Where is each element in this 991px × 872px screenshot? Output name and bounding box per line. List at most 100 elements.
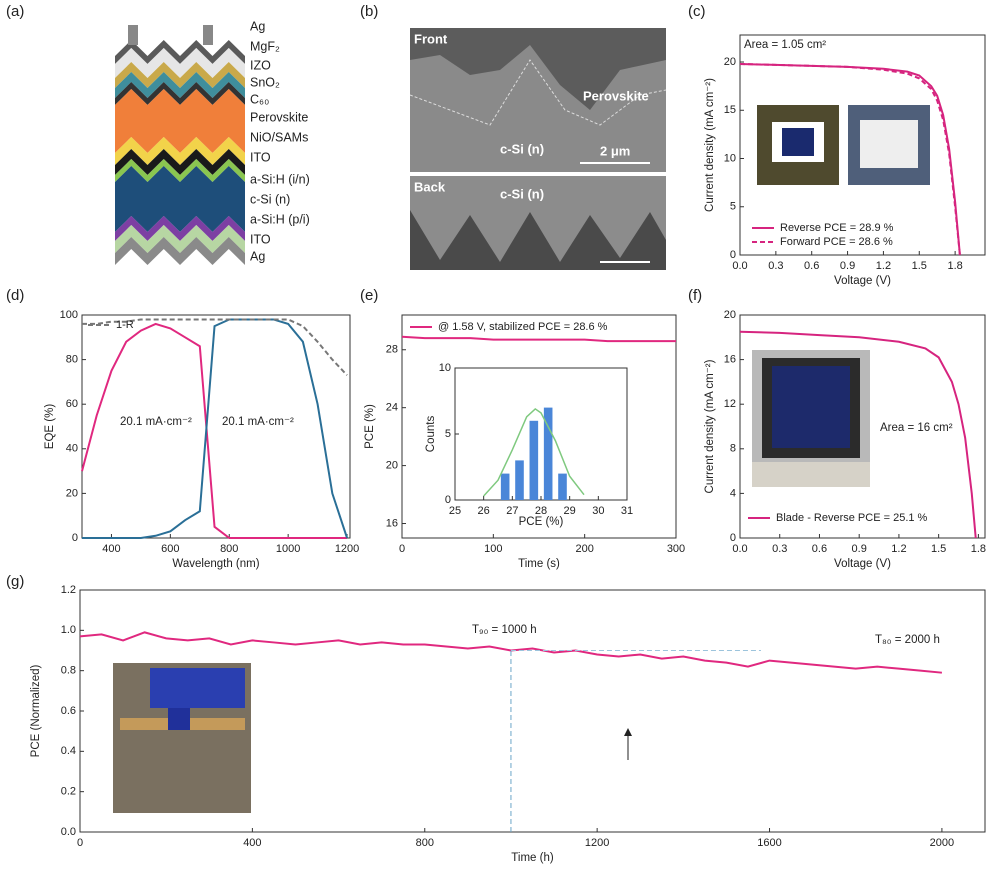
panel-label: (b) bbox=[360, 3, 378, 20]
finger bbox=[203, 25, 213, 45]
y-tick-label: 20 bbox=[724, 309, 736, 321]
x-tick-label: 30 bbox=[592, 505, 604, 517]
x-tick-label: 1.8 bbox=[947, 260, 962, 272]
x-tick-label: 0.0 bbox=[732, 543, 747, 555]
y-axis-label: EQE (%) bbox=[44, 404, 56, 450]
x-tick-label: 800 bbox=[416, 837, 434, 849]
photo-cell bbox=[782, 128, 814, 156]
x-tick-label: 800 bbox=[220, 543, 238, 555]
photo-glove bbox=[150, 668, 245, 708]
y-tick-label: 60 bbox=[66, 398, 78, 410]
layer-label: Ag bbox=[250, 19, 265, 33]
layer-label: SnO₂ bbox=[250, 75, 280, 89]
plot-frame bbox=[455, 368, 627, 500]
x-tick-label: 0.9 bbox=[840, 260, 855, 272]
x-tick-label: 2000 bbox=[930, 837, 954, 849]
y-axis-label: Current density (mA cm⁻²) bbox=[704, 359, 716, 493]
sem-label: c-Si (n) bbox=[500, 186, 544, 201]
x-tick-label: 0.3 bbox=[772, 543, 787, 555]
body: {"panel_labels": ["(a)", "(b)", "(c)", "… bbox=[0, 0, 991, 872]
y-tick-label: 4 bbox=[730, 487, 736, 499]
x-tick-label: 1000 bbox=[276, 543, 300, 555]
sem-label: Front bbox=[414, 31, 448, 46]
panel-label: (c) bbox=[688, 3, 706, 20]
x-tick-label: 1.2 bbox=[891, 543, 906, 555]
x-tick-label: 25 bbox=[449, 505, 461, 517]
y-tick-label: 24 bbox=[386, 402, 398, 414]
annotation: 20.1 mA·cm⁻² bbox=[222, 416, 294, 428]
x-tick-label: 1.8 bbox=[971, 543, 986, 555]
x-tick-label: 0 bbox=[399, 543, 405, 555]
y-tick-label: 15 bbox=[724, 104, 736, 116]
annotation: Area = 16 cm² bbox=[880, 422, 953, 434]
layer-label: ITO bbox=[250, 150, 271, 164]
hist-bar bbox=[515, 460, 524, 500]
layer-label: NiO/SAMs bbox=[250, 130, 308, 144]
x-tick-label: 1.2 bbox=[876, 260, 891, 272]
y-axis-label: Counts bbox=[425, 416, 437, 453]
panel-label: (e) bbox=[360, 287, 378, 304]
x-axis-label: Wavelength (nm) bbox=[172, 558, 259, 570]
x-tick-label: 300 bbox=[667, 543, 685, 555]
panel-label: (f) bbox=[688, 287, 702, 304]
x-tick-label: 31 bbox=[621, 505, 633, 517]
x-tick-label: 100 bbox=[484, 543, 502, 555]
photo bbox=[113, 663, 251, 813]
y-tick-label: 20 bbox=[386, 460, 398, 472]
photo-electrode bbox=[860, 120, 918, 168]
layer-label: Ag bbox=[250, 249, 265, 263]
annotation: T₈₀ = 2000 h bbox=[875, 634, 940, 646]
photo-ruler bbox=[752, 462, 870, 487]
hist-bar bbox=[501, 474, 510, 500]
y-tick-label: 16 bbox=[724, 354, 736, 366]
hist-bar bbox=[530, 421, 539, 500]
hist-bar bbox=[558, 474, 567, 500]
y-axis-label: PCE (Normalized) bbox=[30, 665, 42, 758]
y-axis-label: PCE (%) bbox=[364, 404, 376, 449]
legend-label: 1-R bbox=[116, 319, 134, 331]
layer-label: c-Si (n) bbox=[250, 192, 290, 206]
y-tick-label: 12 bbox=[724, 398, 736, 410]
x-tick-label: 27 bbox=[506, 505, 518, 517]
panel-label: (a) bbox=[6, 3, 24, 20]
layer-label: ITO bbox=[250, 232, 271, 246]
x-tick-label: 1600 bbox=[757, 837, 781, 849]
figure: (a) (b) (c) (d) (e) (f) (g) AgMgF₂IZOSnO… bbox=[0, 0, 991, 872]
y-tick-label: 8 bbox=[730, 443, 736, 455]
y-tick-label: 0.2 bbox=[61, 786, 76, 798]
legend-label: Forward PCE = 28.6 % bbox=[780, 236, 893, 248]
layer-label: Perovskite bbox=[250, 110, 308, 124]
x-tick-label: 1.5 bbox=[931, 543, 946, 555]
x-tick-label: 1200 bbox=[335, 543, 359, 555]
x-tick-label: 0.3 bbox=[768, 260, 783, 272]
y-tick-label: 1.0 bbox=[61, 624, 76, 636]
x-tick-label: 1200 bbox=[585, 837, 609, 849]
x-axis-label: Voltage (V) bbox=[834, 558, 891, 570]
x-tick-label: 600 bbox=[161, 543, 179, 555]
panel-label: (g) bbox=[6, 573, 24, 590]
annotation: Area = 1.05 cm² bbox=[744, 39, 826, 51]
finger bbox=[128, 25, 138, 45]
annotation: T₉₀ = 1000 h bbox=[472, 624, 537, 636]
sem-image: Front Perovskite c-Si (n) 2 μm Back c-Si… bbox=[410, 28, 666, 270]
y-tick-label: 0.6 bbox=[61, 705, 76, 717]
x-axis-label: Voltage (V) bbox=[834, 275, 891, 287]
x-tick-label: 400 bbox=[243, 837, 261, 849]
y-tick-label: 5 bbox=[445, 428, 451, 440]
legend-label: Blade - Reverse PCE = 25.1 % bbox=[776, 512, 928, 524]
sem-label: c-Si (n) bbox=[500, 141, 544, 156]
y-tick-label: 100 bbox=[60, 309, 78, 321]
x-tick-label: 29 bbox=[564, 505, 576, 517]
x-tick-label: 0.9 bbox=[852, 543, 867, 555]
legend-label: Reverse PCE = 28.9 % bbox=[780, 222, 894, 234]
x-tick-label: 200 bbox=[575, 543, 593, 555]
photo bbox=[752, 350, 870, 487]
x-axis-label: PCE (%) bbox=[519, 516, 564, 528]
layer-label: a-Si:H (i/n) bbox=[250, 172, 310, 186]
layer-label: a-Si:H (p/i) bbox=[250, 212, 310, 226]
y-tick-label: 0 bbox=[730, 532, 736, 544]
x-tick-label: 0.0 bbox=[732, 260, 747, 272]
y-tick-label: 0.0 bbox=[61, 826, 76, 838]
